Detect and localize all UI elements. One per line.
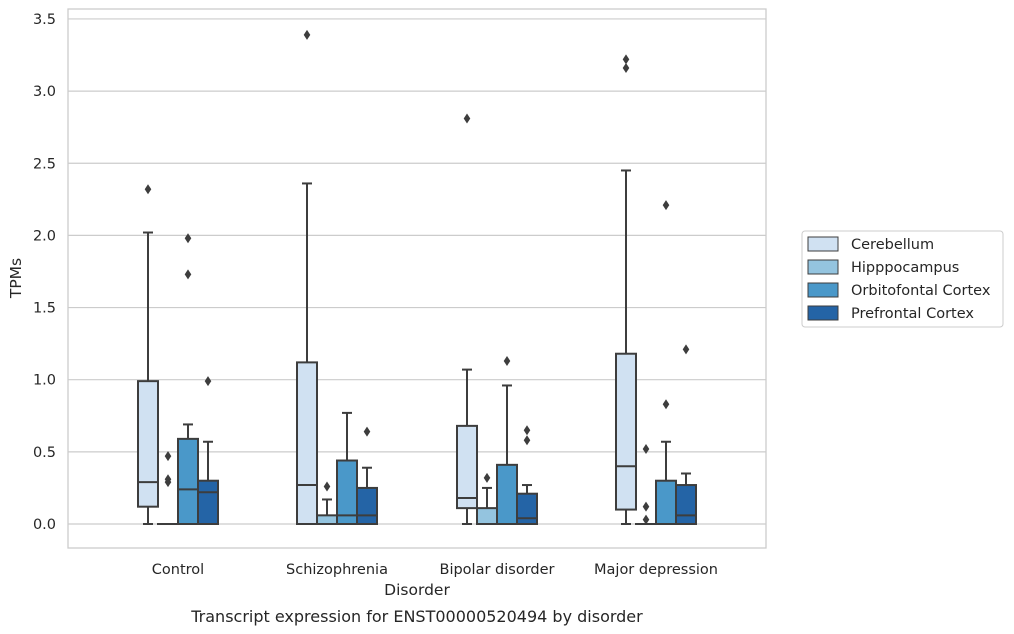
x-tick-labels: Control Schizophrenia Bipolar disorder Majo… (152, 562, 718, 578)
box-orbitofontal-cortex (177, 233, 199, 526)
legend-swatch (807, 259, 839, 275)
flier (622, 63, 630, 74)
flier (184, 269, 192, 280)
legend-swatch (807, 282, 839, 298)
legend-swatch (807, 236, 839, 252)
box (177, 437, 199, 526)
y-tick-label: 3.5 (33, 12, 56, 28)
legend-label: Cerebellum (851, 237, 934, 253)
box (316, 514, 338, 525)
flier (303, 29, 311, 40)
legend-label: Prefrontal Cortex (851, 306, 974, 322)
flier (642, 443, 650, 454)
y-tick-label: 2.0 (33, 228, 56, 244)
box (516, 492, 538, 525)
box-cerebellum (615, 54, 637, 525)
flier (662, 399, 670, 410)
legend-label: Orbitofontal Cortex (851, 283, 991, 299)
flier (662, 200, 670, 211)
flier (204, 376, 212, 387)
x-tick-label: Control (152, 562, 204, 578)
box (615, 352, 637, 511)
flier (642, 501, 650, 512)
legend-swatch (807, 305, 839, 321)
y-tick-label: 0.5 (33, 445, 56, 461)
y-tick-label: 2.5 (33, 156, 56, 172)
flier (483, 472, 491, 483)
plot-frame (67, 8, 767, 549)
box (456, 424, 478, 510)
y-tick-labels: 0.0 0.5 1.0 1.5 2.0 2.5 3.0 3.5 (33, 12, 56, 533)
flier (622, 54, 630, 65)
box-prefrontal-cortex (356, 426, 378, 525)
y-tick-label: 3.0 (33, 84, 56, 100)
box (675, 484, 697, 525)
box (496, 463, 518, 526)
flier (523, 425, 531, 436)
x-tick-label: Major depression (594, 562, 718, 578)
flier (144, 184, 152, 195)
flier (164, 474, 172, 485)
flier (164, 451, 172, 462)
box-prefrontal-cortex (675, 344, 697, 525)
chart-caption: Transcript expression for ENST0000052049… (190, 607, 643, 626)
x-tick-label: Bipolar disorder (440, 562, 555, 578)
box (197, 479, 219, 525)
flier (363, 426, 371, 437)
box-cerebellum (456, 113, 478, 525)
boxes (137, 29, 697, 526)
y-tick-label: 0.0 (33, 517, 56, 533)
box (655, 479, 677, 525)
flier (682, 344, 690, 355)
flier (523, 435, 531, 446)
box (296, 361, 318, 525)
x-axis-title: Disorder (384, 581, 450, 599)
box-prefrontal-cortex (197, 376, 219, 525)
box-cerebellum (137, 184, 159, 525)
y-axis-title: TPMs (7, 258, 25, 299)
x-tick-label: Schizophrenia (286, 562, 388, 578)
flier (503, 355, 511, 366)
flier (323, 481, 331, 492)
flier (184, 233, 192, 244)
box (137, 380, 159, 508)
box (476, 507, 498, 526)
legend: Cerebellum Hipppocampus Orbitofontal Corte… (801, 230, 1004, 328)
y-tick-label: 1.0 (33, 373, 56, 389)
box-cerebellum (296, 29, 318, 525)
legend-frame (801, 230, 1004, 328)
y-tick-label: 1.5 (33, 301, 56, 317)
box-prefrontal-cortex (516, 425, 538, 525)
flier (463, 113, 471, 124)
legend-label: Hipppocampus (851, 260, 959, 276)
box (356, 486, 378, 525)
flier (642, 514, 650, 525)
